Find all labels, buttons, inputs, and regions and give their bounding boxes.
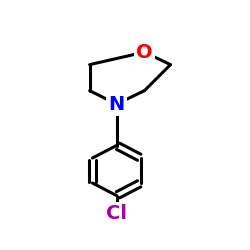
Text: Cl: Cl xyxy=(106,204,127,223)
Text: O: O xyxy=(136,43,153,62)
Text: N: N xyxy=(108,94,125,114)
